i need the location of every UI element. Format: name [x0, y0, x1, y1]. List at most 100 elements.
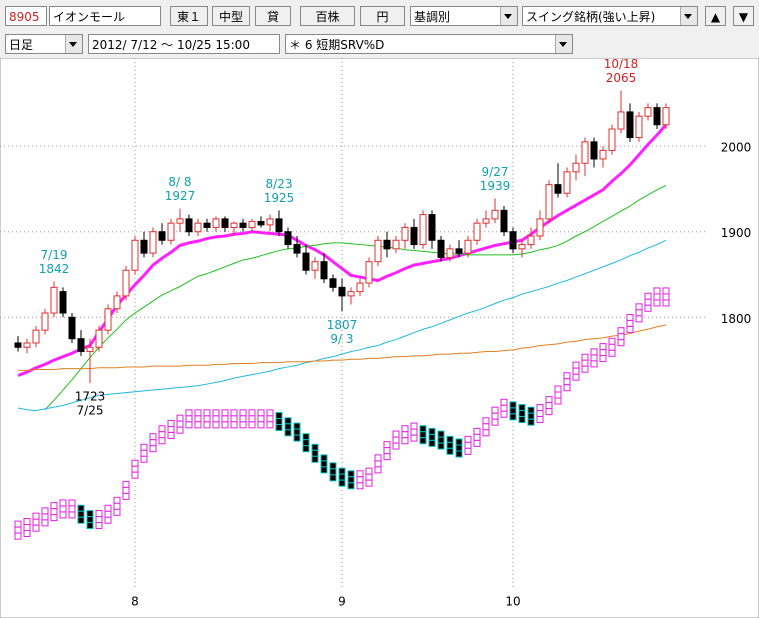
indicator-cell: [374, 454, 382, 462]
candle-body: [176, 218, 184, 224]
candle: [428, 210, 436, 249]
indicator-box: [536, 404, 544, 424]
indicator-cell: [455, 444, 463, 452]
candle: [653, 103, 661, 130]
indicator-box: [311, 443, 319, 463]
indicator-cell: [284, 429, 292, 437]
candle-body: [122, 269, 130, 297]
candle: [473, 218, 481, 245]
indicator-box: [662, 287, 670, 307]
indicator-cell: [176, 420, 184, 428]
candle: [329, 274, 337, 292]
indicator-cell: [257, 415, 265, 423]
indicator-box: [185, 409, 193, 429]
indicator-cell: [68, 499, 76, 507]
indicator-cell: [248, 409, 256, 417]
indicator-cell: [320, 466, 328, 474]
indicator-cell: [383, 441, 391, 449]
indicator-cell: [653, 293, 661, 301]
indicator-cell: [554, 385, 562, 393]
candle-body: [167, 222, 175, 241]
candle: [374, 236, 382, 266]
indicator-cell: [347, 482, 355, 490]
indicator-cell: [410, 434, 418, 442]
indicator-box: [257, 409, 265, 429]
list-select[interactable]: スイング銘柄(強い上昇): [522, 6, 698, 26]
indicator-box: [338, 467, 346, 487]
indicator-cell: [338, 467, 346, 475]
candle-body: [365, 261, 373, 284]
indicator-cell: [86, 516, 94, 524]
indicator-cell: [644, 304, 652, 312]
market[interactable]: 東１: [170, 6, 208, 26]
indicator-box: [518, 404, 526, 424]
indicator-box: [635, 303, 643, 323]
indicator-cell: [635, 303, 643, 311]
indicator-box: [302, 433, 310, 453]
indicator-cell: [185, 415, 193, 423]
y-tick-label: 2000: [721, 141, 752, 155]
indicator-cell: [545, 408, 553, 416]
candle: [68, 313, 76, 343]
annotation-price: 1842: [39, 262, 70, 276]
indicator-cell: [509, 413, 517, 421]
indicator-cell: [14, 526, 22, 534]
indicator-cell: [662, 293, 670, 301]
chart-background: [0, 58, 759, 618]
indicator-cell: [50, 502, 58, 510]
indicator-box: [131, 459, 139, 479]
candle: [41, 308, 49, 335]
candle-body: [428, 214, 436, 241]
indicator-cell: [176, 414, 184, 422]
candle: [518, 240, 526, 258]
stock-code[interactable]: 8905: [5, 6, 47, 26]
candle: [608, 124, 616, 155]
indicator-select[interactable]: ＊ 6 短期SRV%D: [285, 34, 573, 54]
candle: [635, 111, 643, 142]
indicator-cell: [302, 439, 310, 447]
y-tick-label: 1800: [721, 312, 752, 326]
indicator-cell: [545, 402, 553, 410]
annotation-date: 7/25: [77, 404, 104, 418]
indicator-cell: [509, 401, 517, 409]
moving-average: [17, 239, 667, 412]
size[interactable]: 中型: [212, 6, 250, 26]
indicator-cell: [95, 522, 103, 530]
candle-body: [212, 218, 220, 228]
candle-body: [662, 107, 670, 126]
candle-body: [248, 220, 256, 228]
stock-name[interactable]: イオンモール: [49, 6, 161, 26]
indicator-cell: [167, 425, 175, 433]
unit[interactable]: 百株: [300, 6, 355, 26]
period-select[interactable]: 日足: [5, 34, 83, 54]
candle-body: [518, 244, 526, 250]
currency[interactable]: 円: [360, 6, 405, 26]
indicator-box: [626, 313, 634, 333]
indicator-box: [41, 507, 49, 527]
indicator-cell: [158, 437, 166, 445]
mode-select[interactable]: 基調別: [410, 6, 518, 26]
indicator-cell: [527, 406, 535, 414]
indicator-cell: [68, 505, 76, 513]
annotation-price: 2065: [606, 71, 637, 85]
lending[interactable]: 貸: [255, 6, 291, 26]
indicator-cell: [248, 415, 256, 423]
up-button[interactable]: ▲: [705, 6, 726, 26]
indicator-cell: [410, 422, 418, 430]
indicator-cell: [419, 425, 427, 433]
indicator-cell: [284, 423, 292, 431]
indicator-box: [158, 425, 166, 445]
indicator-box: [167, 419, 175, 439]
indicator-cell: [608, 337, 616, 345]
indicator-cell: [527, 418, 535, 426]
down-button[interactable]: ▼: [733, 6, 754, 26]
candle-body: [185, 218, 193, 233]
candle: [446, 244, 454, 262]
candle: [113, 291, 121, 314]
indicator-box: [392, 430, 400, 450]
candle-body: [50, 286, 58, 314]
indicator-cell: [212, 415, 220, 423]
indicator-box: [401, 425, 409, 445]
indicator-cell: [590, 354, 598, 362]
